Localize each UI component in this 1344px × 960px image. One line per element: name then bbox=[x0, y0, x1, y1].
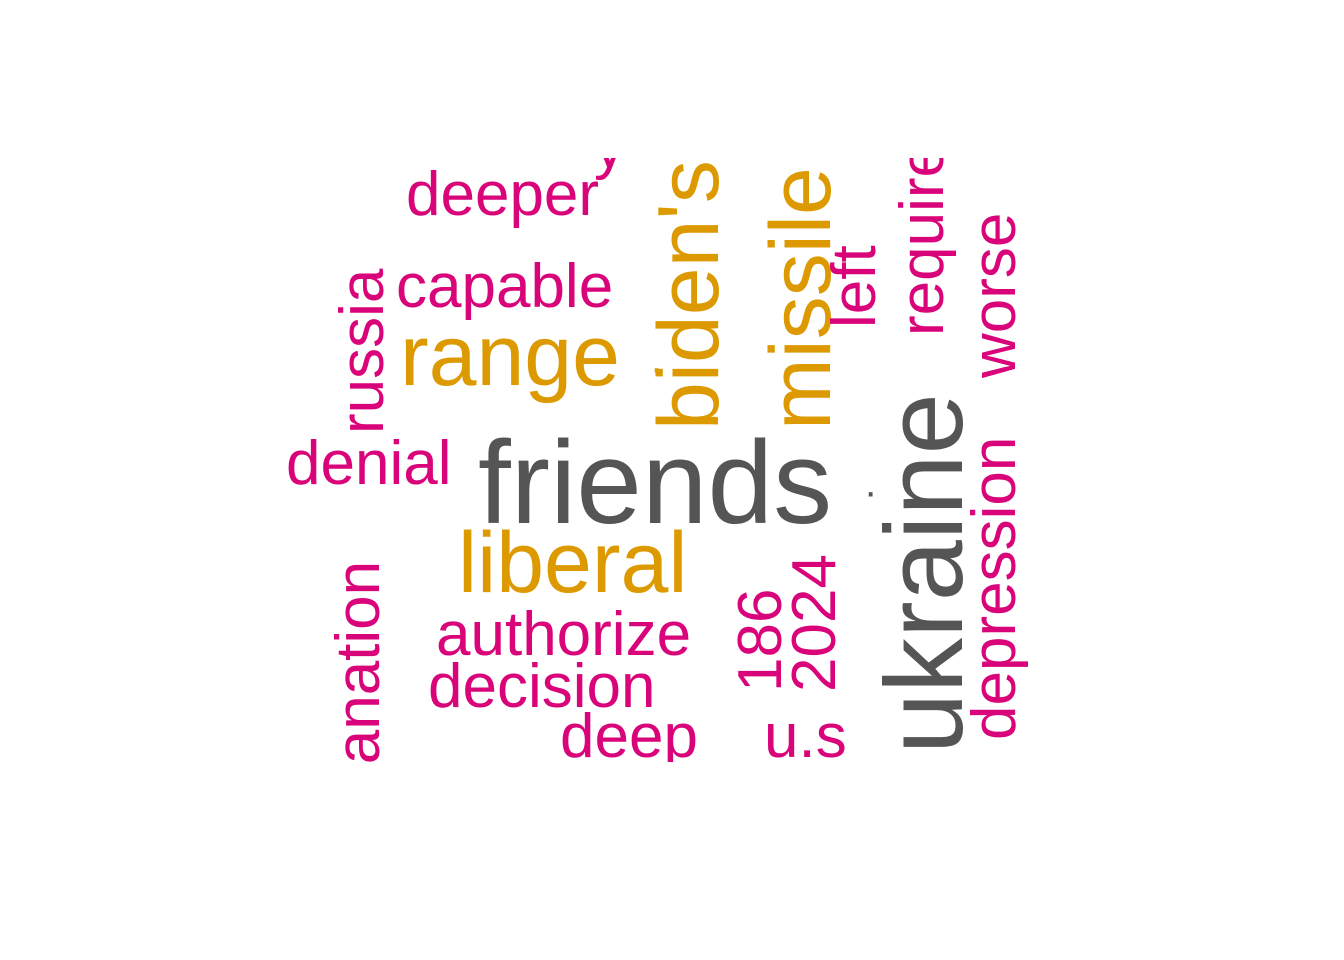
word-cloud: friends range liberal deeper capable den… bbox=[250, 158, 1090, 762]
word-worse: worse bbox=[960, 212, 1029, 378]
word-us: u.s bbox=[764, 702, 847, 763]
word-russia: russia bbox=[328, 268, 397, 434]
word-dot-gray: · bbox=[864, 470, 878, 514]
word-decision: decision bbox=[428, 652, 656, 721]
word-depression: depression bbox=[960, 436, 1029, 740]
word-deeper: deeper bbox=[406, 160, 600, 229]
word-capable: capable bbox=[396, 252, 614, 321]
word-dot-gold: · bbox=[650, 346, 664, 390]
word-denial: denial bbox=[286, 429, 452, 498]
word-left: left bbox=[820, 245, 889, 328]
word-fragment-top: y bbox=[594, 158, 625, 178]
word-liberal: liberal bbox=[458, 515, 688, 611]
word-authorize: authorize bbox=[436, 600, 692, 669]
word-2024: 2024 bbox=[780, 554, 849, 692]
word-require: require bbox=[888, 158, 957, 336]
word-explanation: explanation bbox=[324, 560, 393, 762]
word-friends: friends bbox=[478, 417, 833, 549]
word-range: range bbox=[400, 308, 620, 404]
word-deep: deep bbox=[560, 702, 698, 763]
word-biden: biden's bbox=[641, 160, 737, 430]
